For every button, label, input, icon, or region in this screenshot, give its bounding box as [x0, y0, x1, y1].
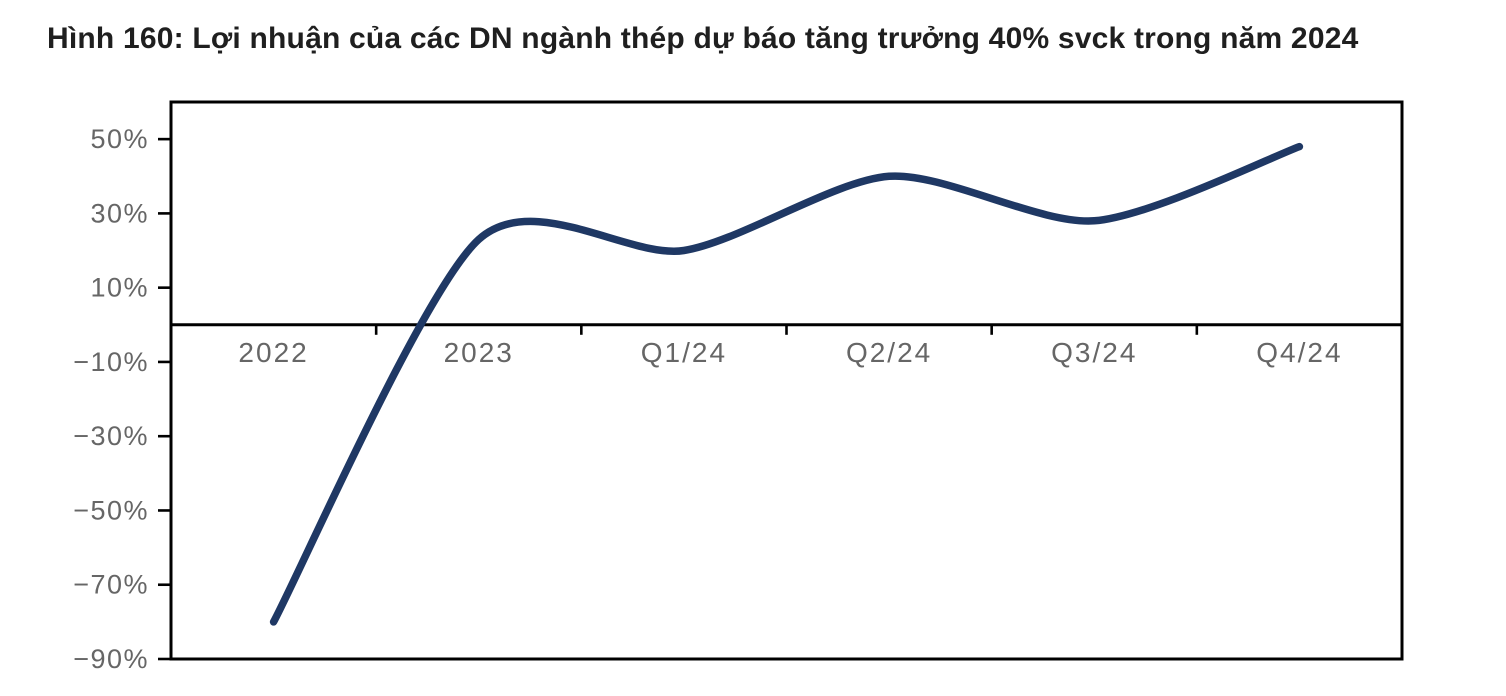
y-axis-tick-label: −50% [73, 495, 149, 525]
y-axis-tick-label: −30% [73, 421, 149, 451]
x-axis-tick-label: Q2/24 [846, 337, 932, 368]
x-axis-tick-label: Q4/24 [1256, 337, 1342, 368]
x-axis-tick-label: Q3/24 [1051, 337, 1137, 368]
x-axis-tick-label: 2022 [238, 337, 308, 368]
x-axis-tick-label: Q1/24 [641, 337, 727, 368]
y-axis-tick-label: 10% [90, 273, 149, 303]
y-axis-tick-label: 30% [90, 198, 149, 228]
y-axis-tick-label: −10% [73, 347, 149, 377]
y-axis-tick-label: 50% [90, 124, 149, 154]
x-axis-tick-label: 2023 [444, 337, 514, 368]
figure-title: Hình 160: Lợi nhuận của các DN ngành thé… [47, 22, 1359, 55]
plot-border [169, 100, 1404, 661]
y-axis-tick-label: −70% [73, 570, 149, 600]
profit-growth-curve [269, 142, 1304, 626]
y-axis-tick-label: −90% [73, 644, 149, 674]
